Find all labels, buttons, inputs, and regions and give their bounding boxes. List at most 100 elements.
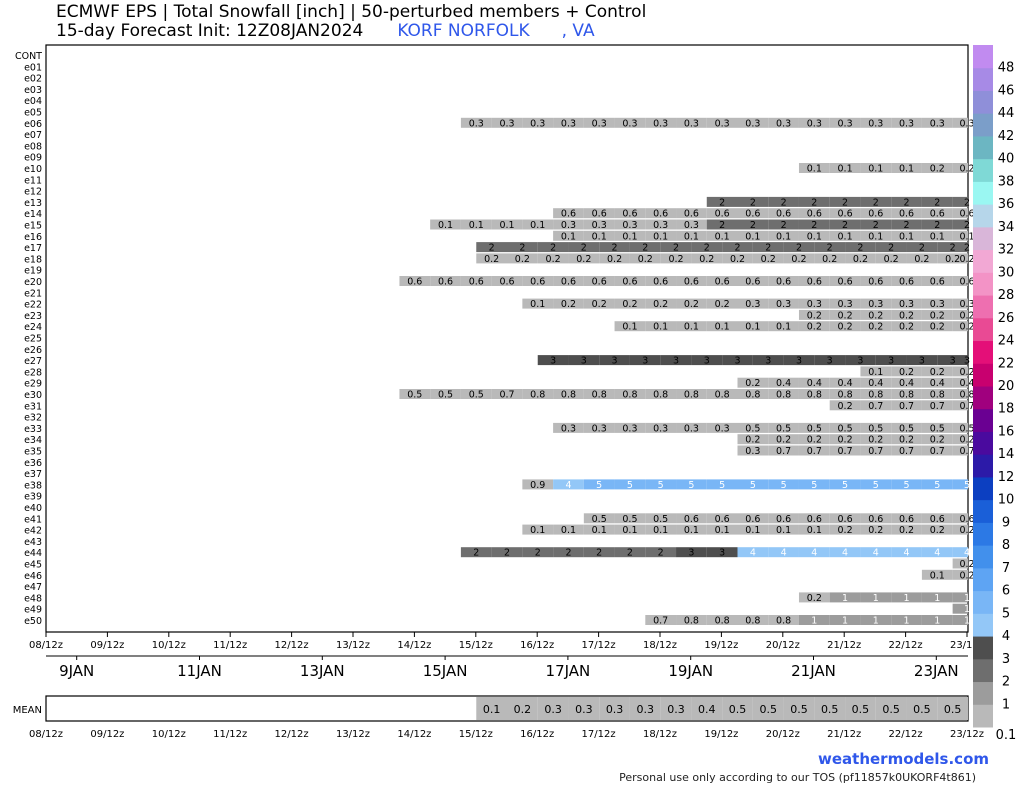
- snow-value: 0.2: [959, 570, 974, 581]
- member-label: e43: [24, 537, 42, 548]
- snow-value: 0.7: [899, 401, 914, 412]
- snow-cell: [860, 592, 892, 603]
- day-label: 13JAN: [300, 662, 345, 680]
- snow-cell: [952, 603, 968, 614]
- snow-value: 2: [904, 220, 910, 231]
- snow-value: 0.1: [622, 231, 637, 242]
- snow-cell: [691, 355, 723, 366]
- snow-value: 0.2: [653, 299, 668, 310]
- colorbar-label: 24: [998, 334, 1015, 349]
- snow-value: 1: [934, 593, 940, 604]
- member-label: e16: [24, 232, 42, 243]
- colorbar-label: 3: [1002, 652, 1010, 667]
- snow-value: 0.1: [776, 231, 791, 242]
- mean-cell: [599, 697, 630, 720]
- snow-cell: [460, 547, 492, 558]
- snow-value: 0.3: [592, 118, 607, 129]
- snow-value: 5: [658, 480, 664, 491]
- snow-cell: [645, 524, 677, 535]
- snow-cell: [768, 230, 799, 241]
- snow-cell: [952, 422, 968, 433]
- snow-value: 0.4: [807, 378, 822, 389]
- snow-value: 0.6: [899, 209, 914, 220]
- snow-cell: [891, 117, 922, 128]
- snow-value: 0.3: [561, 423, 576, 434]
- snow-cell: [522, 524, 554, 535]
- snow-value: 3: [704, 356, 710, 367]
- mean-time-label: 17/12z: [582, 729, 616, 740]
- snow-cell: [629, 253, 661, 264]
- snow-cell: [891, 219, 922, 230]
- snow-cell: [522, 389, 554, 399]
- snow-value: 2: [719, 197, 725, 208]
- snow-value: 0.6: [684, 277, 699, 288]
- snow-cell: [860, 196, 892, 207]
- snow-cell: [829, 547, 861, 558]
- snow-cell: [553, 524, 584, 535]
- snow-cell: [952, 163, 968, 173]
- snow-cell: [676, 276, 707, 286]
- snow-value: 0.2: [838, 310, 853, 321]
- snow-cell: [553, 219, 584, 230]
- snow-value: 0.6: [776, 277, 791, 288]
- snow-value: 3: [888, 356, 894, 367]
- snow-cell: [921, 196, 953, 207]
- snow-cell: [845, 253, 876, 264]
- snow-value: 0.1: [622, 322, 637, 333]
- snow-cell: [891, 524, 922, 535]
- mean-time-label: 13/12z: [336, 729, 370, 740]
- snow-cell: [553, 276, 584, 286]
- snow-value: 2: [781, 197, 787, 208]
- snow-value: 4: [964, 548, 970, 559]
- snow-cell: [614, 524, 646, 535]
- colorbar-label: 28: [998, 288, 1015, 303]
- time-tick-label: 10/12z: [152, 640, 186, 651]
- snow-cell: [645, 513, 677, 524]
- mean-value: 0.3: [667, 703, 685, 716]
- snow-cell: [891, 422, 922, 433]
- snow-value: 0.6: [899, 514, 914, 525]
- snow-cell: [891, 366, 922, 377]
- snow-value: 0.2: [959, 310, 974, 321]
- station-state: , VA: [561, 21, 595, 41]
- snow-value: 0.6: [561, 209, 576, 220]
- mean-value: 0.3: [575, 703, 593, 716]
- snow-cell: [891, 298, 922, 309]
- snow-cell: [798, 117, 830, 128]
- time-tick-label: 16/12z: [520, 640, 554, 651]
- snow-value: 3: [796, 356, 802, 367]
- snow-value: 5: [964, 480, 970, 491]
- snow-value: 0.3: [684, 118, 699, 129]
- snow-value: 0.2: [899, 322, 914, 333]
- snow-value: 2: [781, 220, 787, 231]
- credit-link[interactable]: weathermodels.com: [818, 750, 990, 768]
- snow-cell: [798, 479, 830, 490]
- mean-time-label: 23/12z: [950, 729, 984, 740]
- snow-value: 2: [673, 243, 679, 254]
- colorbar-label: 0.1: [996, 728, 1017, 743]
- snow-cell: [553, 547, 584, 558]
- colorbar-segment: [973, 113, 993, 137]
- snow-cell: [829, 422, 861, 433]
- snow-value: 1: [842, 616, 848, 627]
- snow-cell: [891, 479, 922, 490]
- snow-value: 0.3: [653, 220, 668, 231]
- snow-cell: [768, 377, 799, 388]
- time-tick-label: 18/12z: [643, 640, 677, 651]
- colorbar-label: 32: [998, 243, 1015, 258]
- snow-cell: [921, 592, 953, 603]
- snow-value: 1: [811, 616, 817, 627]
- snow-value: 0.3: [776, 299, 791, 310]
- snow-value: 0.5: [930, 423, 945, 434]
- snow-cell: [491, 117, 523, 128]
- time-tick-label: 12/12z: [275, 640, 309, 651]
- snow-value: 0.6: [807, 209, 822, 220]
- snow-cell: [768, 389, 799, 399]
- snow-cell: [860, 208, 892, 219]
- snow-value: 0.3: [899, 118, 914, 129]
- snow-cell: [814, 253, 846, 264]
- mean-value: 0.3: [606, 703, 624, 716]
- snow-value: 0.7: [899, 446, 914, 457]
- snow-cell: [891, 615, 922, 625]
- member-label: e10: [24, 164, 42, 175]
